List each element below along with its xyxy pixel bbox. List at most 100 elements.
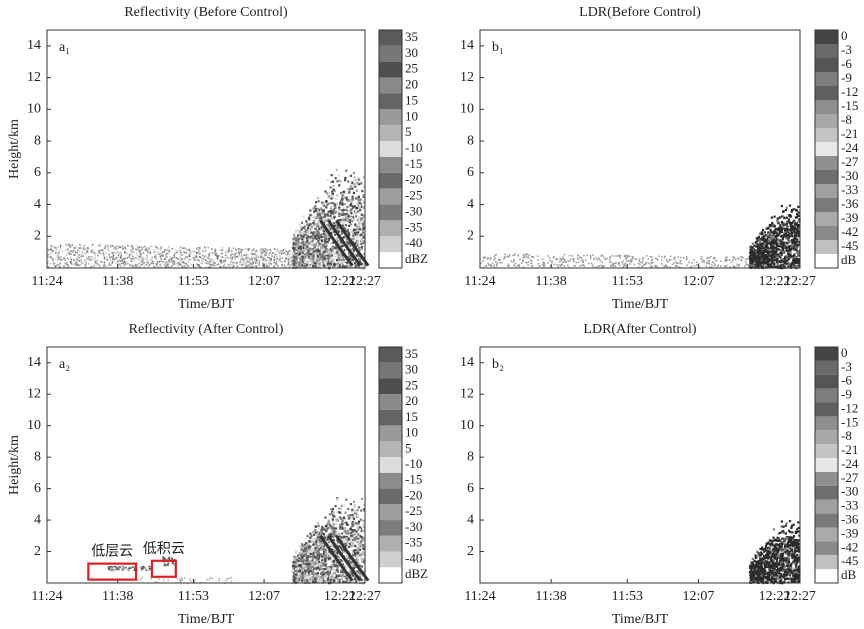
echo-pixel — [247, 254, 249, 256]
echo-pixel — [306, 241, 309, 245]
echo-pixel — [194, 259, 197, 261]
echo-pixel — [208, 266, 210, 269]
echo-pixel — [225, 251, 227, 254]
colorbar-label: -9 — [841, 70, 852, 85]
echo-pixel — [211, 252, 213, 254]
echo-pixel — [297, 237, 301, 240]
echo-pixel — [76, 259, 79, 261]
echo-pixel — [338, 206, 341, 209]
echo-pixel — [322, 209, 325, 212]
echo-pixel — [333, 533, 336, 536]
echo-pixel — [710, 255, 712, 258]
echo-pixel — [313, 223, 316, 227]
echo-pixel — [346, 205, 349, 209]
colorbar-segment — [379, 125, 402, 142]
echo-pixel — [323, 204, 326, 207]
echo-pixel — [504, 255, 506, 258]
echo-pixel — [321, 235, 324, 239]
echo-pixel — [327, 210, 330, 214]
echo-pixel — [504, 253, 506, 256]
echo-pixel — [333, 222, 336, 225]
echo-pixel — [241, 258, 244, 261]
echo-pixel — [796, 240, 800, 244]
echo-pixel — [284, 253, 287, 256]
echo-pixel — [231, 253, 234, 255]
echo-pixel — [499, 259, 501, 262]
echo-pixel — [348, 221, 351, 224]
echo-pixel — [337, 257, 340, 260]
echo-pixel — [55, 250, 57, 252]
echo-pixel — [362, 206, 365, 209]
echo-pixel — [356, 189, 360, 192]
echo-pixel — [304, 256, 307, 259]
echo-pixel — [247, 249, 250, 252]
echo-pixel — [236, 262, 238, 264]
echo-pixel — [226, 577, 229, 580]
echo-pixel — [197, 252, 200, 255]
echo-pixel — [763, 266, 766, 268]
echo-pixel — [322, 254, 326, 258]
echo-pixel — [321, 228, 324, 231]
echo-pixel — [181, 579, 183, 581]
echo-pixel — [299, 258, 302, 261]
echo-pixel — [559, 260, 561, 263]
echo-pixel — [316, 573, 319, 577]
echo-pixel — [320, 209, 324, 212]
echo-pixel — [189, 250, 191, 252]
echo-pixel — [123, 261, 126, 264]
echo-pixel — [310, 255, 313, 258]
echo-pixel — [673, 259, 676, 261]
echo-pixel — [353, 519, 356, 523]
echo-pixel — [552, 257, 555, 259]
echo-pixel — [139, 255, 141, 258]
echo-pixel — [738, 258, 740, 260]
echo-pixel — [507, 256, 509, 258]
echo-pixel — [296, 245, 299, 248]
echo-pixel — [284, 248, 286, 251]
echo-pixel — [160, 252, 162, 255]
echo-pixel — [320, 225, 323, 228]
echo-pixel — [622, 263, 624, 265]
echo-pixel — [598, 257, 600, 259]
echo-pixel — [343, 258, 346, 261]
echo-pixel — [348, 515, 351, 518]
echo-pixel — [238, 253, 241, 255]
echo-pixel — [193, 259, 195, 261]
echo-pixel — [219, 260, 221, 263]
echo-pixel — [198, 265, 200, 267]
echo-pixel — [258, 252, 261, 255]
echo-pixel — [121, 567, 124, 570]
echo-pixel — [553, 255, 555, 258]
echo-pixel — [297, 253, 300, 256]
echo-pixel — [796, 242, 800, 245]
echo-pixel — [131, 248, 134, 250]
echo-pixel — [788, 248, 792, 251]
echo-pixel — [348, 189, 351, 192]
echo-pixel — [235, 252, 238, 255]
colorbar-segment — [815, 184, 838, 198]
echo-pixel — [758, 250, 761, 253]
echo-pixel — [134, 266, 137, 269]
echo-pixel — [787, 218, 791, 221]
echo-pixel — [791, 241, 794, 244]
echo-pixel — [322, 238, 325, 242]
echo-pixel — [783, 217, 786, 220]
echo-pixel — [287, 261, 290, 264]
echo-pixel — [714, 256, 716, 259]
echo-pixel — [766, 251, 769, 254]
echo-pixel — [114, 258, 116, 260]
echo-pixel — [143, 261, 145, 264]
echo-pixel — [780, 223, 783, 226]
echo-pixel — [489, 257, 492, 260]
echo-pixel — [52, 258, 54, 260]
echo-pixel — [213, 262, 215, 265]
echo-pixel — [283, 251, 286, 254]
colorbar-label: -10 — [405, 140, 422, 155]
echo-pixel — [323, 219, 327, 222]
echo-pixel — [341, 195, 344, 199]
echo-pixel — [318, 260, 320, 262]
echo-pixel — [308, 230, 311, 233]
echo-pixel — [762, 256, 765, 259]
echo-pixel — [780, 252, 783, 255]
echo-pixel — [765, 256, 768, 260]
